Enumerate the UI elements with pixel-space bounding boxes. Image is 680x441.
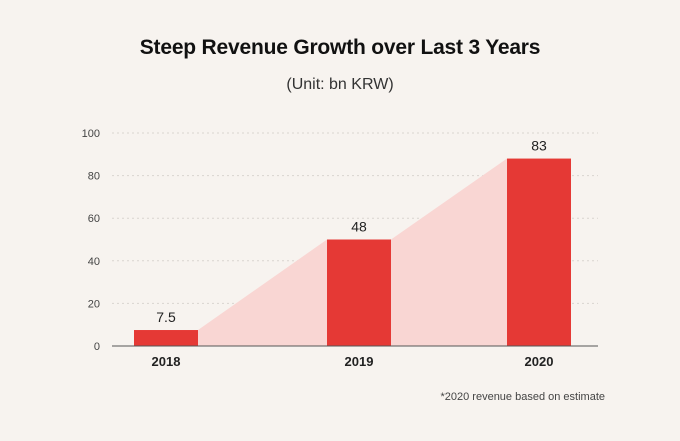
bar-2020 (507, 158, 571, 346)
y-tick-label: 20 (88, 298, 100, 310)
footnote: *2020 revenue based on estimate (440, 391, 605, 403)
chart-title: Steep Revenue Growth over Last 3 Years (139, 36, 541, 59)
chart-subtitle: (Unit: bn KRW) (286, 76, 394, 93)
x-tick-label: 2020 (525, 354, 554, 369)
data-label: 7.5 (156, 309, 176, 325)
y-tick-label: 40 (88, 256, 100, 268)
y-tick-label: 0 (94, 341, 100, 353)
x-tick-label: 2019 (345, 354, 374, 369)
data-label: 48 (351, 219, 367, 235)
bar-2019 (327, 239, 391, 346)
bar-2018 (134, 330, 198, 346)
data-label: 83 (531, 138, 547, 154)
x-tick-label: 2018 (152, 354, 181, 369)
y-tick-label: 100 (82, 128, 100, 140)
y-tick-label: 60 (88, 213, 100, 225)
y-tick-label: 80 (88, 171, 100, 183)
